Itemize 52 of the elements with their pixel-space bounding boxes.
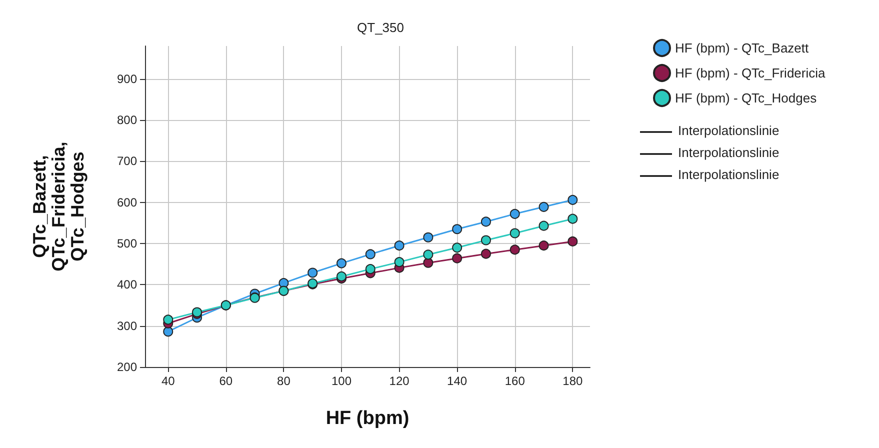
text: Interpolationslinie [678,123,780,138]
legend-label: HF (bpm) - QTc_Hodges [675,90,818,106]
point [480,235,491,246]
y-tick-label: 500 [116,236,138,251]
x-tick-label: 60 [219,374,233,388]
x-tick-label: 180 [562,374,583,388]
point [568,194,578,205]
point [538,240,549,251]
point [336,271,346,282]
y-tick-label: 700 [116,154,138,168]
point [394,257,404,268]
point [423,232,434,242]
y-tick-label: 600 [116,195,138,210]
point [510,228,520,238]
point [452,253,462,264]
x-axis-title: HF (bpm) [326,408,410,429]
point [394,240,404,251]
point [163,314,174,325]
point [336,258,346,268]
point [480,216,491,227]
text: Interpolationslinie [678,167,780,182]
y-tick-label: 400 [116,278,138,292]
point [480,248,491,259]
point [308,268,318,278]
point [538,202,549,212]
y-tick-label: 300 [116,318,138,333]
y-tick-label: 200 [116,360,138,374]
point [510,244,520,255]
point [365,264,376,274]
x-tick-label: 100 [331,374,352,388]
y-axis-title: QTc_Bazett, QTc_Fridericia, QTc_Hodges [30,142,88,272]
point [423,258,434,268]
legend-label: HF (bpm) - QTc_Bazett [675,40,810,56]
x-tick-label: 160 [504,374,526,388]
x-tick-label: 140 [447,374,468,388]
chart-title: QT_350 [357,20,404,35]
x-tick-label: 120 [389,374,410,388]
point [365,249,376,260]
point [538,220,549,231]
legend-label: HF (bpm) - QTc_Fridericia [675,66,826,80]
point [163,326,174,337]
y-tick-label: 800 [116,113,138,128]
point [568,214,578,224]
point [510,208,520,219]
text: Interpolationslinie [678,145,780,160]
x-tick-label: 80 [277,374,291,388]
y-tick-label: 900 [116,72,138,86]
point [452,224,462,234]
point [452,242,462,253]
x-tick-label: 40 [161,374,176,388]
point [568,236,578,246]
point [423,250,434,260]
